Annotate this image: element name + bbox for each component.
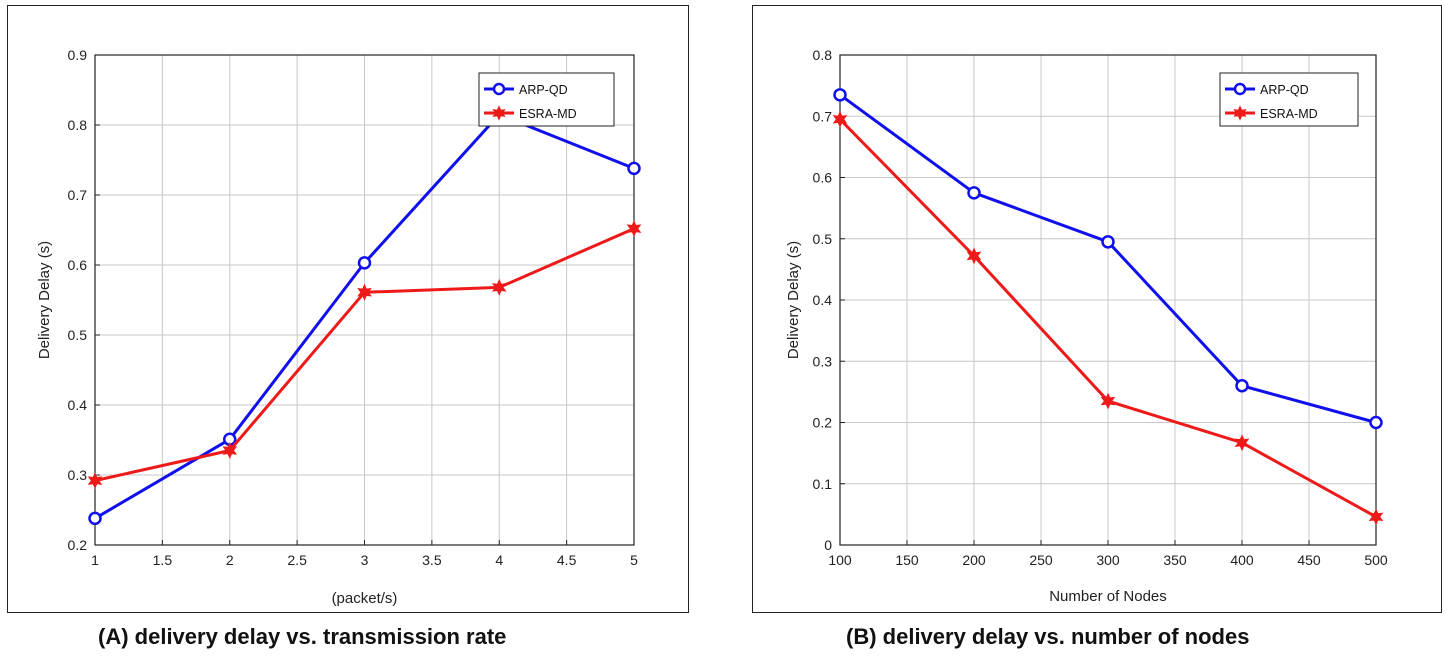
caption-a: (A) delivery delay vs. transmission rate (98, 624, 507, 649)
y-tick-label: 0.5 (813, 231, 833, 247)
data-point-esra-md (357, 283, 372, 301)
x-axis-label: (packet/s) (332, 590, 398, 607)
legend-marker (1233, 105, 1247, 121)
x-tick-label: 2.5 (287, 552, 307, 568)
x-tick-label: 4 (495, 552, 503, 568)
y-tick-label: 0.7 (813, 108, 833, 124)
legend-label-esra-md: ESRA-MD (519, 107, 577, 121)
legend-label-arp-qd: ARP-QD (519, 83, 568, 97)
y-tick-label: 0.3 (68, 467, 88, 483)
y-tick-label: 0.9 (68, 47, 88, 63)
legend-box (1219, 72, 1359, 127)
y-axis-label: Delivery Delay (s) (36, 241, 53, 359)
data-point-esra-md (1234, 434, 1250, 452)
y-tick-label: 0.1 (813, 476, 833, 492)
y-tick-label: 0.5 (68, 327, 88, 343)
y-tick-label: 0.7 (68, 187, 88, 203)
legend-marker (1233, 82, 1247, 96)
y-axis-label: Delivery Delay (s) (785, 241, 802, 359)
y-tick-label: 0.3 (813, 353, 833, 369)
x-tick-label: 4.5 (557, 552, 577, 568)
data-point-arp-qd (627, 161, 641, 176)
chart-a-svg: 1 1.5 2 2.5 3 3.5 4 4.5 5 0.2 0.3 0.4 0.5 0.6 0.7 0.8 0.… (36, 47, 642, 607)
legend-marker (492, 105, 506, 121)
x-axis-label: Number of Nodes (1049, 588, 1167, 605)
caption-b: (B) delivery delay vs. number of nodes (846, 624, 1250, 649)
y-tick-label: 0.8 (813, 47, 833, 63)
x-tick-label: 450 (1297, 552, 1321, 568)
data-point-esra-md (626, 220, 642, 238)
y-tick-label: 0.6 (813, 170, 833, 186)
y-tick-label: 0.4 (68, 397, 88, 413)
x-tick-label: 200 (962, 552, 986, 568)
x-tick-label: 1.5 (153, 552, 173, 568)
x-tick-label: 400 (1230, 552, 1254, 568)
data-point-arp-qd (1101, 235, 1115, 249)
data-point-esra-md (87, 472, 103, 490)
x-tick-label: 300 (1096, 552, 1120, 568)
x-tick-label: 5 (630, 552, 638, 568)
data-point-arp-qd (1235, 379, 1249, 393)
data-point-esra-md (1368, 508, 1384, 526)
x-tick-label: 500 (1364, 552, 1388, 568)
y-tick-label: 0.6 (68, 257, 88, 273)
y-tick-label: 0 (824, 537, 832, 553)
y-tick-label: 0.2 (68, 537, 88, 553)
x-tick-label: 150 (895, 552, 919, 568)
x-tick-label: 1 (91, 552, 99, 568)
legend-box (478, 72, 615, 127)
x-tick-label: 2 (226, 552, 234, 568)
y-tick-label: 0.2 (813, 415, 833, 431)
legend-marker (492, 82, 506, 96)
chart-panel-a: 1 1.5 2 2.5 3 3.5 4 4.5 5 0.2 0.3 0.4 0.5 0.6 0.7 0.8 0.… (7, 5, 689, 613)
data-point-arp-qd (357, 256, 372, 270)
chart-b-svg: 100 150 200 250 300 350 400 450 500 0 0.1 0.2 0.3 0.4… (785, 47, 1388, 605)
x-tick-label: 350 (1163, 552, 1187, 568)
x-tick-label: 3 (361, 552, 369, 568)
chart-panel-b: 100 150 200 250 300 350 400 450 500 0 0.1 0.2 0.3 0.4… (752, 5, 1442, 613)
data-point-esra-md (222, 442, 238, 459)
y-tick-label: 0.4 (813, 292, 833, 308)
data-point-arp-qd (1369, 415, 1383, 430)
x-tick-label: 100 (828, 552, 852, 568)
x-tick-label: 3.5 (422, 552, 442, 568)
data-point-arp-qd (833, 88, 847, 102)
data-point-arp-qd (967, 186, 981, 200)
legend-label-esra-md: ESRA-MD (1260, 107, 1318, 121)
x-tick-label: 250 (1029, 552, 1053, 568)
legend-label-arp-qd: ARP-QD (1260, 83, 1309, 97)
data-point-arp-qd (88, 511, 102, 526)
data-point-esra-md (491, 278, 507, 296)
data-point-esra-md (1100, 392, 1116, 410)
y-tick-label: 0.8 (68, 117, 88, 133)
data-point-esra-md (966, 247, 982, 265)
data-point-esra-md (832, 110, 848, 128)
